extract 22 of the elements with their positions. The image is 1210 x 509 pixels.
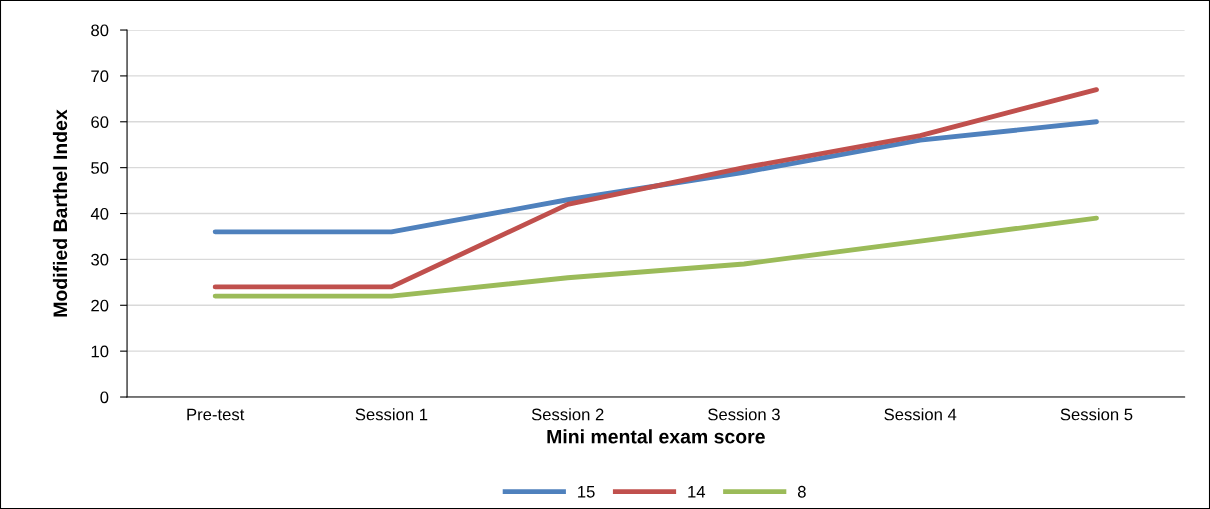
y-tick-label: 80 xyxy=(91,24,109,37)
x-tick-label: Session 1 xyxy=(355,408,428,421)
line-series xyxy=(212,87,1099,290)
y-tick-label: 50 xyxy=(91,162,109,174)
y-tick-label: 40 xyxy=(90,207,109,220)
x-tick-label: Pre-test xyxy=(187,408,245,421)
y-tick-label: 70 xyxy=(91,70,109,83)
line-series xyxy=(212,215,1099,299)
y-tick-label: 30 xyxy=(91,253,109,266)
legend-label: 14 xyxy=(688,486,706,498)
legend-label: 15 xyxy=(578,486,595,498)
x-tick-label: Session 2 xyxy=(531,408,604,421)
y-tick-label: 20 xyxy=(91,299,109,312)
x-axis-title: Mini mental exam score xyxy=(547,429,765,444)
y-axis-title: Modified Barthel Index xyxy=(52,109,68,317)
x-tick-label: Session 3 xyxy=(708,408,780,421)
y-tick-label: 10 xyxy=(91,345,109,358)
legend-label: 8 xyxy=(797,485,806,498)
x-tick-label: Session 5 xyxy=(1060,408,1133,421)
x-tick-label: Session 4 xyxy=(884,408,957,421)
y-tick-label: 0 xyxy=(100,391,109,404)
y-tick-label: 60 xyxy=(91,116,109,128)
